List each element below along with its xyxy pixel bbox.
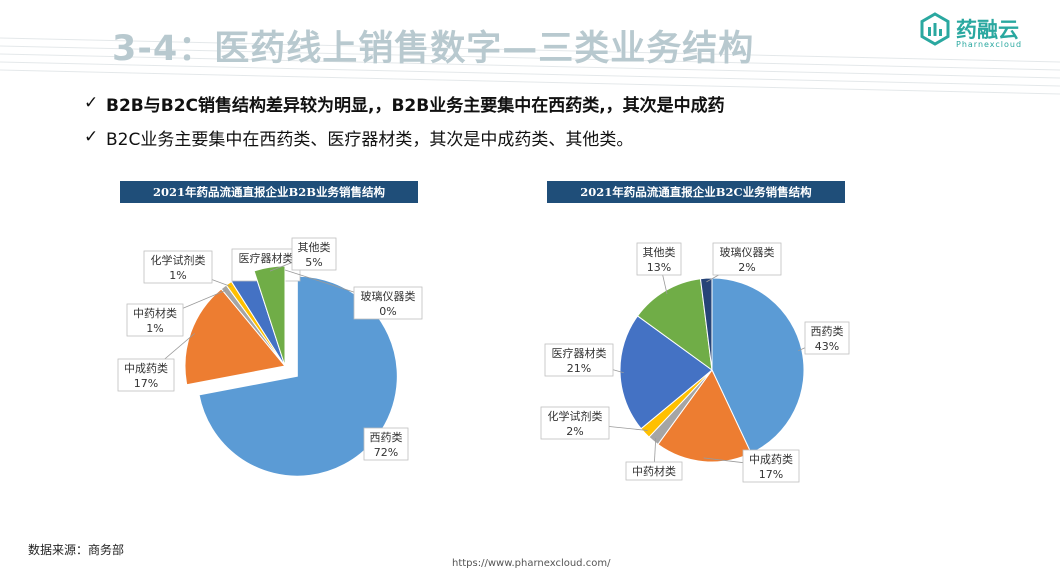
- pie-slice: [184, 288, 286, 386]
- bullet-list: ✓ B2B与B2C销售结构差异较为明显,，B2B业务主要集中在西药类,，其次是中…: [84, 86, 725, 154]
- slice-label: 中成药类: [749, 452, 793, 466]
- pie-slice: [699, 277, 713, 371]
- page-title: 3-4：医药线上销售数字—三类业务结构: [112, 29, 755, 69]
- logo-subtext: Pharnexcloud: [956, 40, 1023, 49]
- logo-text: 药融云: [956, 18, 1019, 42]
- slice-label: 化学试剂类: [548, 409, 603, 423]
- slice-value-label: 43%: [815, 340, 839, 353]
- slice-value-label: 1%: [169, 269, 186, 282]
- slice-label: 西药类: [370, 430, 403, 444]
- slice-label: 其他类: [298, 240, 331, 254]
- slice-value-label: 1%: [146, 322, 163, 335]
- slice-value-label: 0%: [379, 305, 396, 318]
- slice-label: 其他类: [643, 245, 676, 259]
- b2b-chart-title: 2021年药品流通直报企业B2B业务销售结构: [120, 181, 418, 203]
- check-icon: ✓: [84, 127, 99, 147]
- data-label-box: [742, 449, 800, 483]
- slice-label: 中药材类: [632, 464, 676, 478]
- data-label-box: [363, 427, 409, 461]
- pie-slice: [636, 278, 713, 372]
- slice-label: 玻璃仪器类: [720, 245, 775, 259]
- data-label-box: [540, 406, 610, 440]
- check-icon: ✓: [84, 93, 99, 113]
- slice-value-label: 72%: [374, 446, 398, 459]
- slice-value-label: 2%: [566, 425, 583, 438]
- data-label-box: [126, 303, 184, 337]
- slice-value-label: 13%: [647, 261, 671, 274]
- data-label-box: [712, 242, 782, 276]
- data-label-box: [625, 461, 683, 481]
- slice-value-label: 2%: [738, 261, 755, 274]
- data-label-box: [544, 343, 614, 377]
- logo: 药融云 Pharnexcloud: [918, 12, 1048, 52]
- slice-label: 中成药类: [124, 361, 168, 375]
- slice-label: 西药类: [811, 324, 844, 338]
- data-label-box: [636, 242, 682, 276]
- slice-label: 中药材类: [133, 306, 177, 320]
- slice-value-label: 17%: [759, 468, 783, 481]
- bullet-item: ✓ B2B与B2C销售结构差异较为明显,，B2B业务主要集中在西药类,，其次是中…: [84, 86, 725, 120]
- data-label-box: [804, 321, 850, 355]
- data-label-box: [143, 250, 213, 284]
- bullet-text: B2C业务主要集中在西药类、医疗器材类，其次是中成药类、其他类。: [106, 129, 634, 150]
- bullet-text: B2B与B2C销售结构差异较为明显,，B2B业务主要集中在西药类,，其次是中成药: [106, 95, 725, 116]
- slice-value-label: 17%: [134, 377, 158, 390]
- data-source: 数据来源：商务部: [28, 543, 125, 557]
- pie-slice: [711, 277, 805, 454]
- footer-url: https://www.pharnexcloud.com/: [452, 558, 611, 569]
- logo-icon: [920, 12, 950, 46]
- pie-slice: [253, 265, 286, 367]
- b2c-chart-title: 2021年药品流通直报企业B2C业务销售结构: [547, 181, 845, 203]
- pie-slice: [619, 315, 713, 430]
- slice-label: 玻璃仪器类: [361, 289, 416, 303]
- slice-value-label: 21%: [567, 362, 591, 375]
- slice-label: 化学试剂类: [151, 253, 206, 267]
- data-label-box: [353, 286, 423, 320]
- data-label-box: [291, 237, 337, 271]
- slice-label: 医疗器材类: [239, 251, 294, 265]
- slice-value-label: 5%: [305, 256, 322, 269]
- data-label-box: [117, 358, 175, 392]
- slice-label: 医疗器材类: [552, 346, 607, 360]
- bullet-item: ✓ B2C业务主要集中在西药类、医疗器材类，其次是中成药类、其他类。: [84, 120, 725, 154]
